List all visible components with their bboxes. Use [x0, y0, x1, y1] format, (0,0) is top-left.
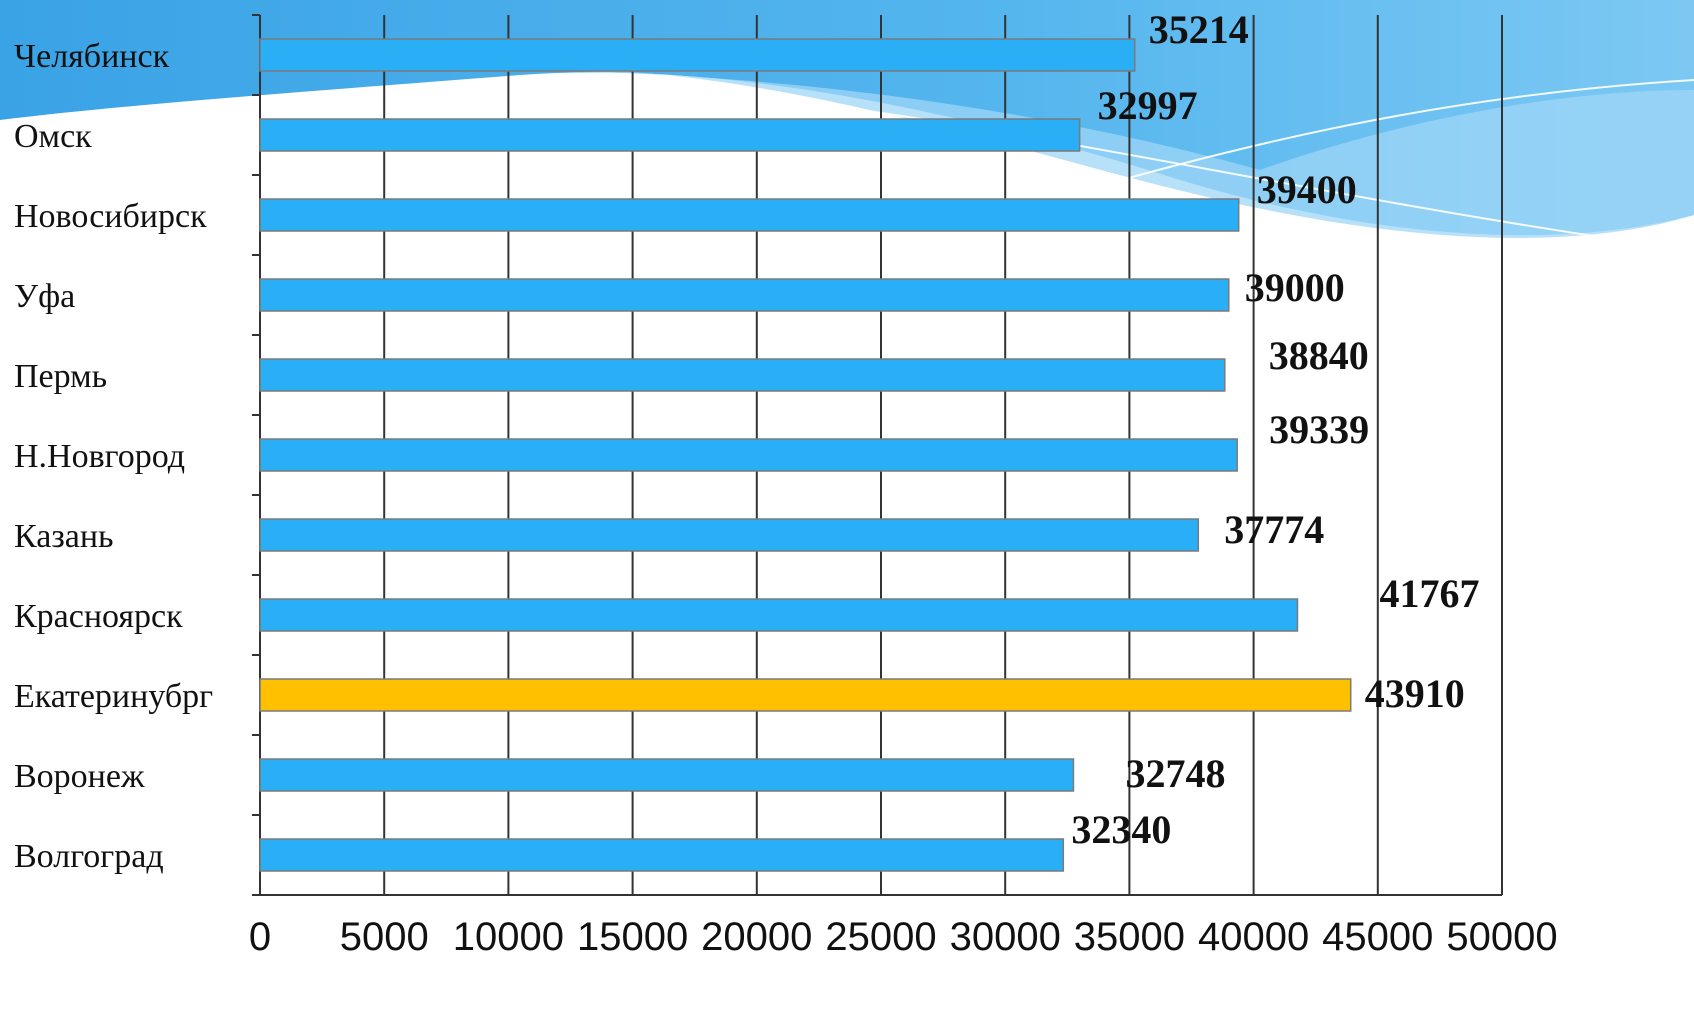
- data-labels: 35214 32997 39400 39000 38840 39339 37774 41767…: [1071, 7, 1479, 852]
- data-label: 32997: [1098, 83, 1198, 128]
- x-tick-label: 15000: [577, 915, 688, 959]
- data-label: 35214: [1149, 7, 1249, 52]
- category-labels: Челябинск Омск Новосибирск Уфа Пермь Н.Новгор…: [14, 38, 213, 875]
- bar: [259, 38, 1136, 72]
- wave-line-2: [999, 79, 1694, 216]
- bar: [259, 438, 1238, 472]
- category-label: Новосибирск: [14, 198, 207, 235]
- bar: [259, 518, 1200, 552]
- data-label: 41767: [1379, 571, 1479, 616]
- bar: [259, 678, 1352, 712]
- x-tick-label: 50000: [1446, 915, 1557, 959]
- data-label: 43910: [1365, 671, 1465, 716]
- bar: [259, 838, 1065, 872]
- data-label: 39339: [1269, 407, 1369, 452]
- bar: [259, 198, 1240, 232]
- data-label: 32340: [1071, 807, 1171, 852]
- bar: [259, 118, 1081, 152]
- category-label: Н.Новгород: [14, 438, 185, 475]
- bar: [259, 758, 1075, 792]
- category-label: Казань: [14, 518, 114, 555]
- x-tick-label: 40000: [1198, 915, 1309, 959]
- category-label: Челябинск: [14, 38, 170, 75]
- x-tick-label: 25000: [825, 915, 936, 959]
- bar: [259, 358, 1226, 392]
- data-label: 38840: [1269, 333, 1369, 378]
- x-axis-tick-labels: 0 5000 10000 15000 20000 25000 30000 35000 40000…: [249, 915, 1558, 959]
- x-tick-label: 45000: [1322, 915, 1433, 959]
- x-tick-label: 5000: [340, 915, 429, 959]
- data-label: 32748: [1125, 751, 1225, 796]
- bar: [259, 598, 1299, 632]
- category-label: Екатеринубрг: [14, 678, 213, 715]
- bars: [259, 38, 1352, 872]
- data-label: 39000: [1245, 265, 1345, 310]
- category-label: Пермь: [14, 358, 107, 395]
- category-label: Омск: [14, 118, 92, 155]
- x-tick-label: 10000: [453, 915, 564, 959]
- data-label: 39400: [1257, 167, 1357, 212]
- wave-band-light: [480, 68, 1694, 238]
- category-label: Воронеж: [14, 758, 145, 795]
- x-tick-label: 30000: [950, 915, 1061, 959]
- x-tick-label: 35000: [1074, 915, 1185, 959]
- data-label: 37774: [1224, 507, 1324, 552]
- x-tick-label: 20000: [701, 915, 812, 959]
- bar: [259, 278, 1230, 312]
- category-label: Волгоград: [14, 838, 164, 875]
- x-tick-label: 0: [249, 915, 271, 959]
- category-label: Красноярск: [14, 598, 183, 635]
- category-label: Уфа: [14, 278, 75, 315]
